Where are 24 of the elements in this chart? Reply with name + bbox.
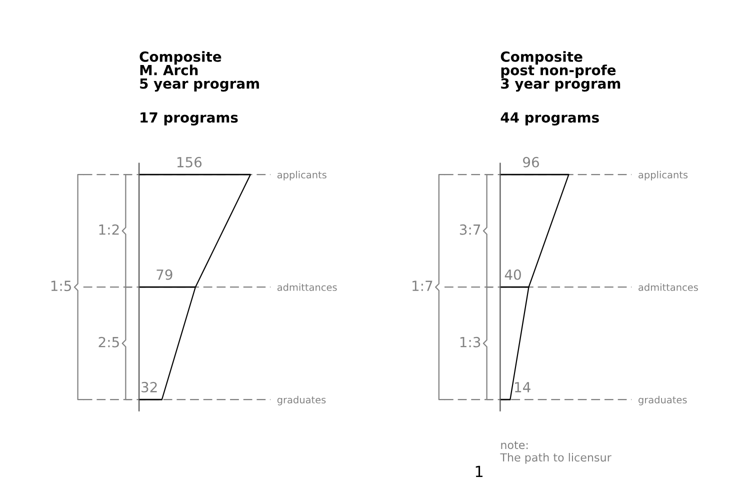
y-tick-label: applicants (277, 170, 326, 180)
text: 1:5 (51, 280, 72, 292)
y-tick-label: admittances (277, 283, 337, 291)
chart-subtitle: 17 programs (140, 112, 238, 126)
text: 2:5 (98, 336, 119, 348)
text: 1:7 (412, 280, 432, 291)
y-tick-label: graduates (277, 396, 326, 406)
chart-title: Composite post non-profe 3 year program (500, 51, 620, 92)
y-tick-label: applicants (638, 170, 688, 180)
data-label: 32 (142, 382, 157, 392)
chart-subtitle: 44 programs (500, 112, 599, 126)
y-tick-label: graduates (638, 396, 687, 406)
data-label: 96 (523, 156, 539, 168)
text: 1 (476, 466, 482, 477)
data-label: 40 (504, 269, 521, 280)
text: 1:2 (99, 224, 119, 235)
data-label: 156 (177, 156, 202, 168)
text: note: The path to licensur (500, 441, 612, 464)
chart-title: Composite M. Arch 5 year program (140, 51, 259, 92)
y-tick-label: admittances (638, 283, 698, 291)
text: 1:3 (460, 336, 480, 348)
data-label: 79 (156, 269, 172, 280)
text: 3:7 (460, 224, 480, 235)
data-label: 14 (515, 382, 530, 392)
